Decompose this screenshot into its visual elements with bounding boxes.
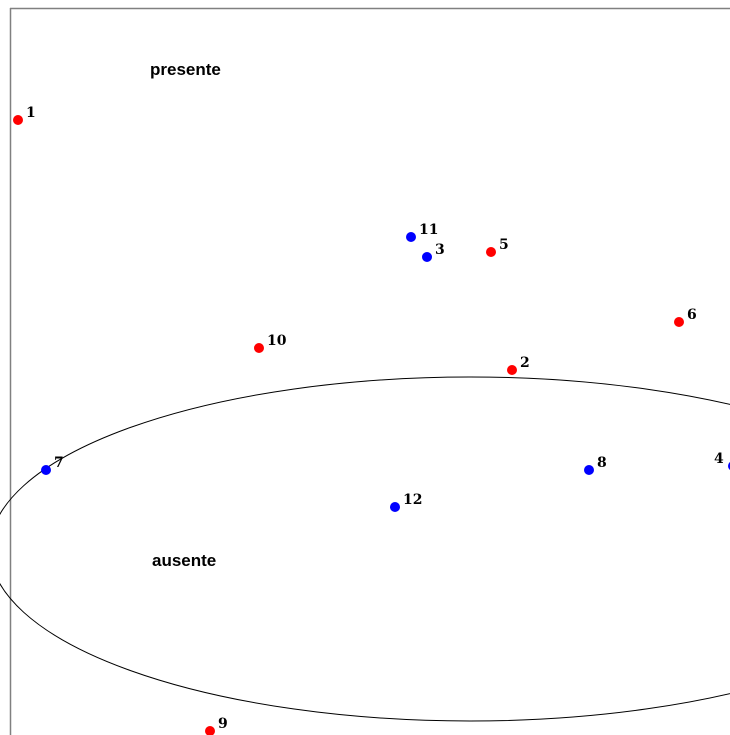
data-point-12 <box>390 502 400 512</box>
point-label-12: 12 <box>403 492 422 508</box>
point-label-10: 10 <box>267 333 287 349</box>
data-point-7 <box>41 465 51 475</box>
point-label-11: 11 <box>419 222 438 238</box>
point-label-9: 9 <box>218 716 228 732</box>
region-label-presente: presente <box>150 60 221 79</box>
point-label-8: 8 <box>597 455 607 471</box>
data-point-6 <box>674 317 684 327</box>
data-point-5 <box>486 247 496 257</box>
ausente-region-ellipse <box>0 376 730 722</box>
data-point-8 <box>584 465 594 475</box>
data-point-1 <box>13 115 23 125</box>
data-point-9 <box>205 726 215 735</box>
data-point-3 <box>422 252 432 262</box>
data-point-10 <box>254 343 264 353</box>
point-label-1: 1 <box>26 105 36 121</box>
point-label-6: 6 <box>687 307 697 323</box>
data-point-2 <box>507 365 517 375</box>
point-label-2: 2 <box>520 355 530 371</box>
point-label-7: 7 <box>54 455 64 471</box>
point-label-4: 4 <box>714 451 724 467</box>
region-label-ausente: ausente <box>152 551 216 570</box>
point-label-3: 3 <box>435 242 445 258</box>
data-point-11 <box>406 232 416 242</box>
point-label-5: 5 <box>499 237 509 253</box>
